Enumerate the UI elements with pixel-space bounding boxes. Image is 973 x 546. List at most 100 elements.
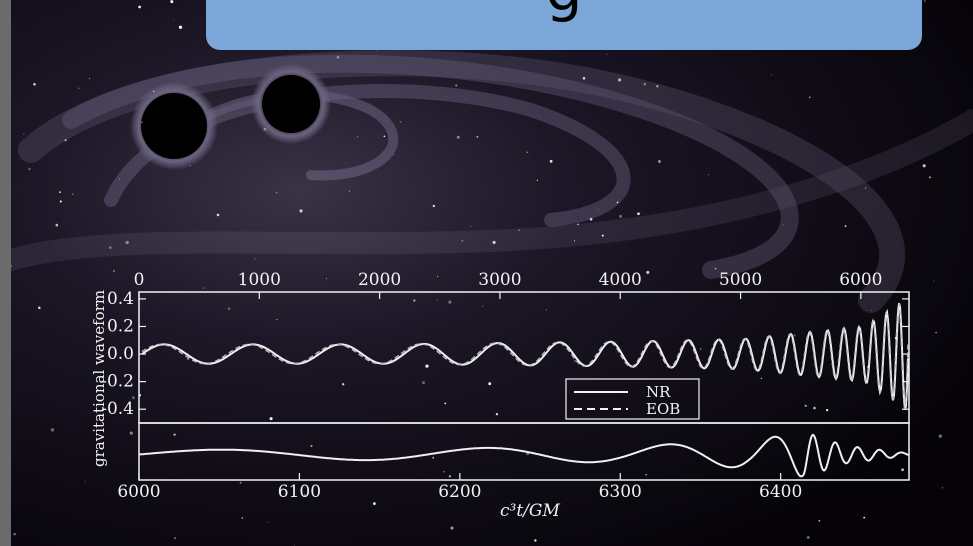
star xyxy=(601,234,604,237)
y-tick-label: 0.4 xyxy=(107,289,134,309)
bottom-x-tick-label: 6000 xyxy=(117,482,160,502)
series-eob-line xyxy=(141,303,909,410)
bottom-x-tick-label: 6400 xyxy=(759,482,802,502)
star xyxy=(172,19,174,21)
space-background-illustration xyxy=(11,0,973,546)
slide-edge-bar xyxy=(0,0,11,546)
star xyxy=(933,280,935,282)
top-x-tick-label: 4000 xyxy=(599,270,642,290)
star xyxy=(23,133,25,135)
star xyxy=(422,381,425,385)
black-hole-pair xyxy=(130,64,331,170)
star xyxy=(28,167,31,171)
star xyxy=(202,287,205,289)
star xyxy=(113,270,115,272)
star xyxy=(536,179,538,181)
legend-label-eob: EOB xyxy=(646,400,680,418)
star xyxy=(59,200,62,203)
star xyxy=(450,526,454,530)
star xyxy=(59,191,61,193)
star xyxy=(646,270,650,274)
star xyxy=(170,0,174,4)
star xyxy=(643,82,647,86)
star xyxy=(55,223,59,227)
star xyxy=(78,87,80,89)
star xyxy=(901,468,904,472)
star xyxy=(518,514,520,516)
star xyxy=(577,223,579,226)
star xyxy=(325,278,327,280)
star xyxy=(383,135,386,138)
star xyxy=(760,377,763,380)
star xyxy=(187,358,189,360)
star xyxy=(129,431,133,435)
legend: NR EOB xyxy=(565,378,700,420)
star xyxy=(825,408,829,412)
star xyxy=(131,396,135,400)
star xyxy=(33,82,36,86)
star xyxy=(488,382,492,386)
star xyxy=(534,539,537,542)
tick-labels: 0 1000 2000 3000 4000 5000 6000 0.4 0.2 0.0 -0.2 -0… xyxy=(101,270,882,502)
star xyxy=(808,96,811,99)
star xyxy=(616,201,619,204)
star xyxy=(436,276,438,277)
y-tick-label: -0.2 xyxy=(101,372,134,392)
star xyxy=(269,417,273,421)
star xyxy=(657,160,661,163)
plot-frames xyxy=(138,291,910,481)
star xyxy=(239,481,242,484)
star xyxy=(267,521,269,523)
star xyxy=(442,470,445,473)
star xyxy=(938,434,942,438)
star xyxy=(310,445,313,447)
star xyxy=(299,209,303,213)
star xyxy=(804,404,807,407)
star xyxy=(470,225,472,227)
top-x-tick-label: 5000 xyxy=(719,270,762,290)
star xyxy=(276,319,278,321)
star xyxy=(336,55,340,59)
y-tick-label: -0.4 xyxy=(101,399,134,419)
top-panel-frame xyxy=(138,291,910,424)
star xyxy=(293,544,295,546)
star xyxy=(806,536,810,539)
star xyxy=(254,258,256,260)
star xyxy=(549,159,553,163)
star xyxy=(393,154,394,156)
slide-title-box: g xyxy=(206,0,922,50)
star xyxy=(84,480,86,482)
star xyxy=(456,135,460,139)
star xyxy=(432,204,435,208)
star xyxy=(275,191,278,194)
star xyxy=(243,283,246,287)
star xyxy=(413,299,416,302)
star xyxy=(637,212,640,216)
star xyxy=(436,299,438,301)
star xyxy=(399,120,402,123)
star xyxy=(50,428,55,432)
star xyxy=(589,217,593,221)
bottom-x-tick-label: 6300 xyxy=(599,482,642,502)
y-tick-label: 0.0 xyxy=(107,344,134,364)
star xyxy=(227,307,231,310)
star xyxy=(64,139,67,142)
bottom-x-tick-label: 6100 xyxy=(278,482,321,502)
star xyxy=(518,229,520,231)
series-nr-line xyxy=(141,302,909,411)
star xyxy=(714,268,717,270)
star xyxy=(11,265,13,267)
star xyxy=(793,334,796,337)
star xyxy=(173,537,176,540)
star xyxy=(782,224,784,226)
star xyxy=(582,77,586,80)
stars xyxy=(11,0,944,546)
star xyxy=(89,77,91,80)
top-x-tick-label: 0 xyxy=(134,270,145,290)
star xyxy=(574,359,577,362)
star xyxy=(216,213,220,217)
star xyxy=(373,502,376,505)
legend-box xyxy=(565,378,700,420)
star xyxy=(619,214,622,218)
